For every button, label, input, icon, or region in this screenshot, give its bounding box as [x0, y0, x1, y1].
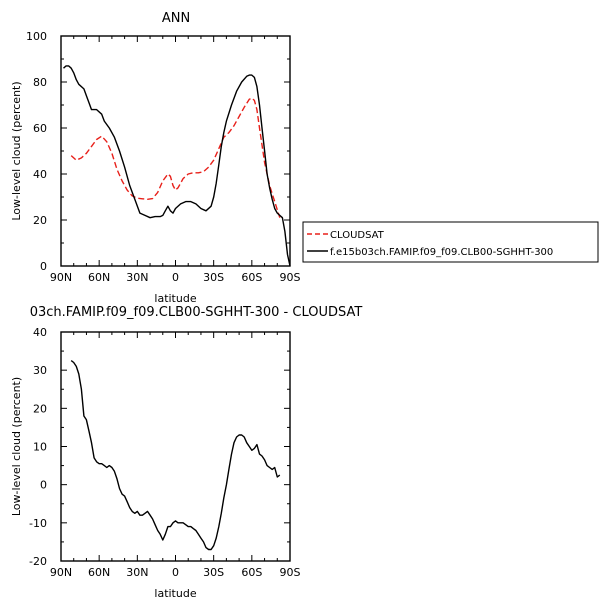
y-tick-label: 20 [33, 402, 47, 415]
x-tick-label: 30N [126, 566, 148, 579]
x-tick-label: 90S [280, 271, 301, 284]
y-tick-label: -10 [29, 517, 47, 530]
series-cloudsat-line [70, 97, 281, 218]
x-tick-label: 60S [241, 271, 262, 284]
x-tick-label: 60N [88, 271, 110, 284]
x-axis-label: latitude [154, 292, 196, 305]
chart-title: 03ch.FAMIP.f09_f09.CLB00-SGHHT-300 - CLO… [30, 305, 363, 320]
y-axis-label: Low-level cloud (percent) [10, 377, 23, 516]
legend-label: f.e15b03ch.FAMIP.f09_f09.CLB00-SGHHT-300 [330, 247, 553, 258]
y-tick-label: 0 [40, 479, 47, 492]
chart-title: ANN [162, 11, 190, 26]
plot-frame [60, 35, 291, 267]
x-tick-label: 30N [126, 271, 148, 284]
y-tick-label: 40 [33, 326, 47, 339]
y-tick-label: 40 [33, 168, 47, 181]
x-tick-label: 0 [172, 271, 179, 284]
x-tick-label: 90N [50, 566, 72, 579]
y-tick-label: 0 [40, 260, 47, 273]
x-tick-label: 60N [88, 566, 110, 579]
legend-label: CLOUDSAT [330, 230, 385, 241]
x-tick-label: 90S [280, 566, 301, 579]
x-tick-label: 90N [50, 271, 72, 284]
legend: CLOUDSAT f.e15b03ch.FAMIP.f09_f09.CLB00-S… [302, 221, 599, 263]
y-tick-label: 30 [33, 364, 47, 377]
x-tick-label: 30S [203, 271, 224, 284]
y-tick-label: 10 [33, 441, 47, 454]
chart-top-ann: ANN 90N 60N 30N 0 30S 60S 90S 0 20 40 60 80 100 latitu… [10, 11, 301, 305]
x-tick-label: 30S [203, 566, 224, 579]
y-tick-label: 20 [33, 214, 47, 227]
series-difference-line [70, 360, 281, 551]
x-tick-label: 0 [172, 566, 179, 579]
y-tick-label: 60 [33, 122, 47, 135]
y-tick-label: 80 [33, 76, 47, 89]
series-model-line [63, 65, 291, 267]
y-tick-label: 100 [26, 30, 47, 43]
x-tick-label: 60S [241, 566, 262, 579]
legend-box [302, 221, 599, 263]
x-axis-label: latitude [154, 587, 196, 600]
y-axis-label: Low-level cloud (percent) [10, 81, 23, 220]
chart-bottom-difference: 03ch.FAMIP.f09_f09.CLB00-SGHHT-300 - CLO… [10, 305, 362, 600]
y-tick-label: -20 [29, 555, 47, 568]
